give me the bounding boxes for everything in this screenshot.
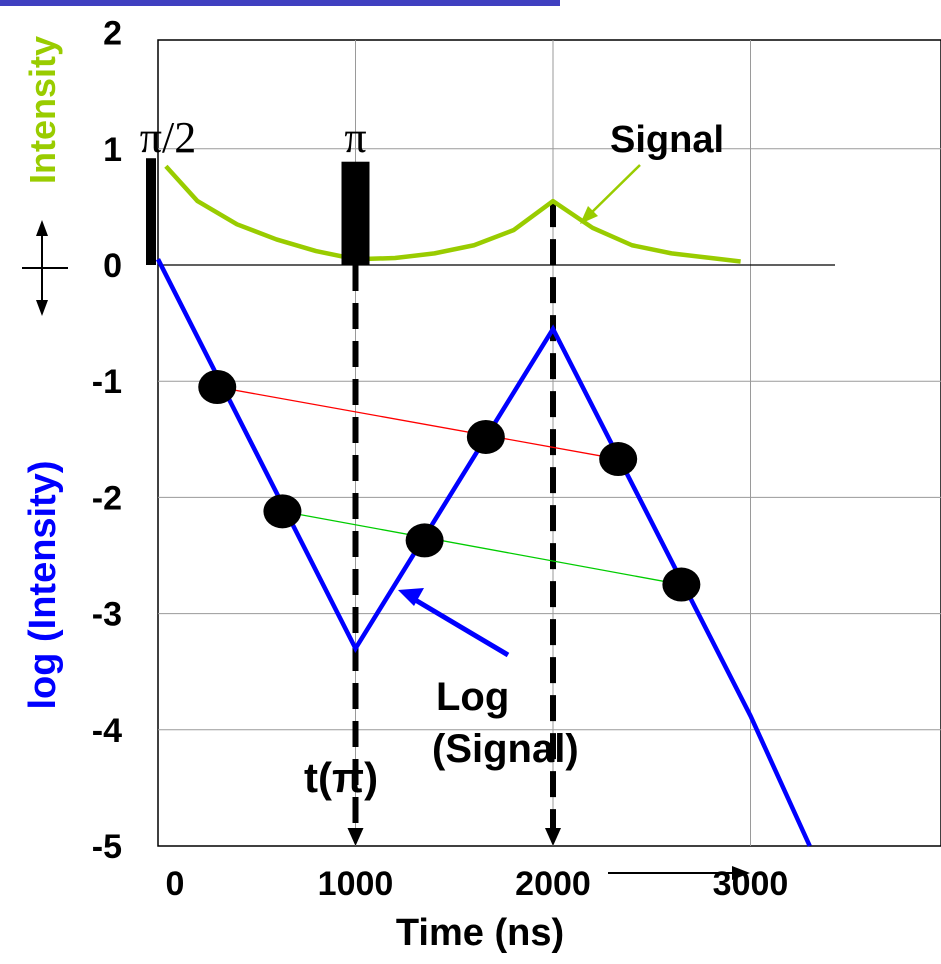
y-tick-label-7: -5 [92,828,122,866]
x-tick-label-3: 3000 [713,865,789,903]
y-tick-label-1: 1 [103,131,122,169]
echo-marker-5 [662,567,701,602]
connector-1 [282,510,682,586]
echo-marker-4 [405,523,444,558]
y-tick-label-5: -3 [92,596,122,634]
echo-marker-1 [466,419,505,454]
y-tick-label-3: -1 [92,363,122,401]
signal-label: Signal [610,119,724,161]
x-axis-arrow-head [732,866,750,880]
signal-pointer [585,164,641,219]
echo-markers [198,370,701,602]
y-tick-label-0: 2 [103,15,122,53]
pulse-0 [146,158,156,265]
y-tick-label-6: -4 [92,712,122,750]
echo-marker-2 [599,442,638,477]
pulses: π/2 π [140,113,370,265]
log-signal-label-2: (Signal) [432,727,579,771]
grid [158,40,941,846]
pulse-label-0: π/2 [140,113,196,162]
y-tick-label-2: 0 [103,247,122,285]
y-tick-label-4: -2 [92,479,122,517]
dashed-drop-lines [347,201,561,846]
y-tick-labels: 2 1 0 -1 -2 -3 -4 -5 [92,15,122,866]
pulse-label-1: π [344,113,366,162]
log-signal-pointer-head [398,588,424,606]
y-axis-title-bottom: log (Intensity) [22,460,64,709]
plot-frame [157,39,941,847]
dashed-drop-head-0 [347,828,364,846]
pulse-1 [341,161,370,265]
signal-pointer-head [580,206,598,224]
log-signal-label-1: Log [436,675,509,719]
up-down-arrow-icon [22,220,68,316]
echo-marker-3 [263,494,302,529]
y-axis-title-top: Intensity [22,36,63,184]
connector-0 [217,386,619,460]
x-tick-label-1: 1000 [318,865,394,903]
t-pi-label: t(π) [304,754,378,801]
x-tick-labels: 0 1000 2000 3000 [166,865,789,903]
log-signal-pointer [410,595,510,658]
x-tick-label-0: 0 [166,865,185,903]
x-axis-title: Time (ns) [396,912,564,954]
echo-marker-0 [198,370,237,405]
echo-connectors [217,386,682,586]
x-tick-label-2: 2000 [515,865,591,903]
header-bar [0,0,560,6]
series-signal [164,164,741,264]
dashed-drop-head-1 [545,828,561,846]
